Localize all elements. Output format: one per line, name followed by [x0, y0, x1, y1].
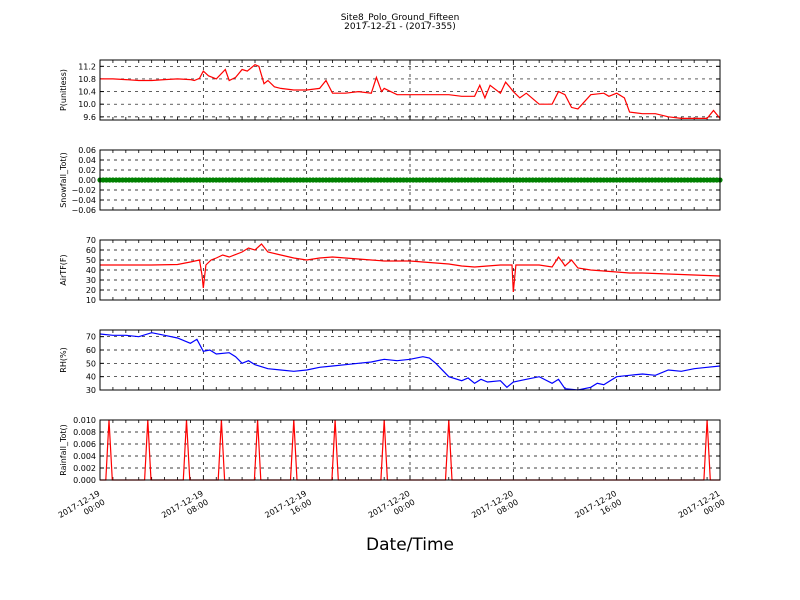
panel-2: −0.06−0.04−0.020.000.020.040.06 Snowfall_… [59, 146, 723, 215]
y-tick-label: 0.04 [78, 156, 96, 165]
y-tick-label: 10.8 [78, 75, 96, 84]
y-tick-label: 40 [86, 266, 96, 275]
y-tick-label: 10 [86, 296, 96, 305]
y-tick-label: 0.02 [78, 166, 96, 175]
y-tick-label: 50 [86, 256, 96, 265]
y-tick-label: 30 [86, 386, 96, 395]
panel-frame [99, 419, 721, 481]
y-axis-label: RH(%) [59, 347, 68, 372]
x-axis-label: Date/Time [366, 535, 454, 555]
y-tick-label: 0.010 [73, 416, 96, 425]
y-tick-label: 70 [86, 236, 96, 245]
y-tick-label: 30 [86, 276, 96, 285]
y-tick-label: −0.02 [71, 186, 96, 195]
y-tick-label: 0.002 [73, 464, 96, 473]
y-tick-label: 10.0 [78, 100, 96, 109]
y-tick-label: 20 [86, 286, 96, 295]
y-tick-label: −0.04 [71, 196, 96, 205]
y-tick-label: 60 [86, 346, 96, 355]
panel-5: 0.000 0.002 0.004 0.006 0.008 0.010 Rainfall_T… [59, 416, 721, 485]
y-tick-label: 0.00 [78, 176, 96, 185]
panel-4: 30 40 50 60 70 RH(%) [59, 329, 721, 395]
series-line [100, 243, 721, 293]
y-tick-label: 9.6 [83, 113, 96, 122]
y-tick-label: 70 [86, 333, 96, 342]
y-tick-label: 50 [86, 359, 96, 368]
series-line [100, 64, 721, 120]
y-tick-label: 60 [86, 246, 96, 255]
y-axis-label: P(unitless) [59, 69, 68, 111]
y-tick-label: 0.000 [73, 476, 96, 485]
panel-frame [99, 239, 721, 301]
chart-title: Site8_Polo_Ground_Fifteen [341, 13, 460, 23]
panel-frame [99, 329, 721, 391]
y-tick-label: 0.008 [73, 428, 96, 437]
y-tick-label: −0.06 [71, 206, 96, 215]
y-tick-label: 0.006 [73, 440, 96, 449]
y-tick-label: 40 [86, 373, 96, 382]
panel-frame [99, 59, 721, 121]
y-tick-label: 11.2 [78, 62, 96, 71]
series-line [99, 332, 721, 391]
y-tick-label: 0.06 [78, 146, 96, 155]
panel-1: 9.6 10.0 10.4 10.8 11.2 P(unitless) [59, 59, 721, 122]
chart-subtitle: 2017-12-21 - (2017-355) [344, 22, 456, 32]
y-axis-label: Snowfall_Tot() [59, 152, 68, 208]
panel-frame [99, 149, 721, 211]
y-axis-label: AirTF(F) [59, 254, 68, 285]
y-tick-label: 10.4 [78, 88, 96, 97]
y-tick-label: 0.004 [73, 452, 96, 461]
y-axis-label: Rainfall_Tot() [59, 424, 68, 476]
